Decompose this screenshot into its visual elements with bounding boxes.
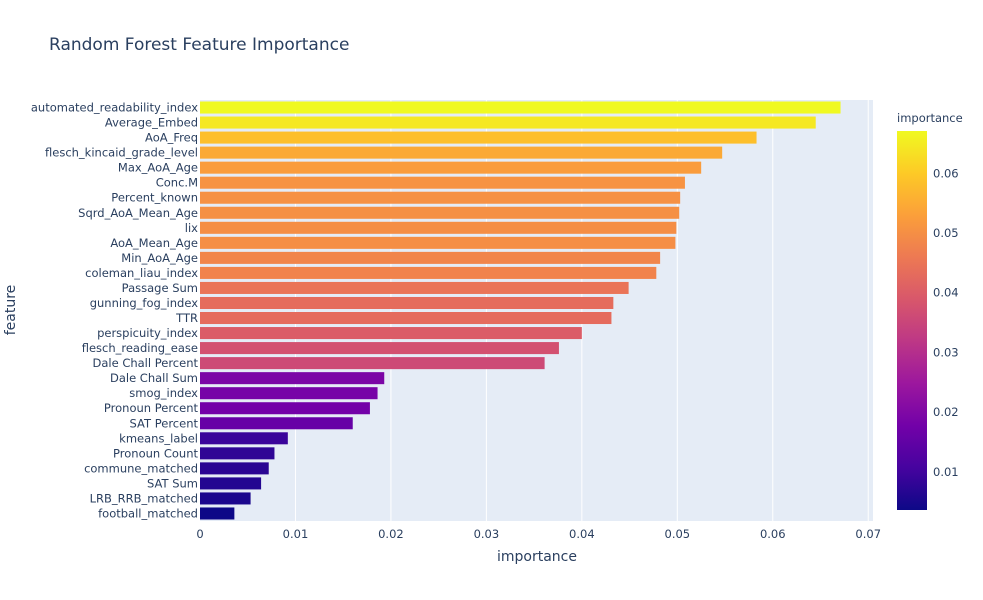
y-tick-label: commune_matched (84, 461, 198, 475)
bar[interactable] (200, 372, 385, 385)
colorbar-tick-label: 0.04 (933, 286, 959, 300)
y-tick-label: AoA_Mean_Age (110, 236, 198, 250)
y-tick-label: gunning_fog_index (90, 296, 198, 310)
bar[interactable] (200, 266, 657, 279)
y-tick-label: kmeans_label (119, 431, 198, 445)
x-axis-title: importance (497, 549, 577, 565)
bar[interactable] (200, 402, 370, 415)
y-tick-label: flesch_kincaid_grade_level (45, 146, 198, 160)
x-tick-label: 0.06 (760, 527, 786, 541)
y-tick-label: Percent_known (111, 191, 198, 205)
y-tick-label: Sqrd_AoA_Mean_Age (78, 206, 198, 220)
x-tick-label: 0.05 (665, 527, 691, 541)
bar[interactable] (200, 161, 702, 174)
y-tick-label: coleman_liau_index (85, 266, 198, 280)
y-tick-label: Max_AoA_Age (118, 161, 198, 175)
colorbar-tick-label: 0.02 (933, 405, 959, 419)
bar[interactable] (200, 221, 677, 234)
x-tick-label: 0.01 (283, 527, 309, 541)
x-tick-label: 0.07 (855, 527, 881, 541)
y-tick-label: Passage Sum (122, 281, 198, 295)
bar[interactable] (200, 281, 629, 294)
bar[interactable] (200, 342, 559, 355)
colorbar-title: importance (897, 111, 963, 125)
bar[interactable] (200, 101, 841, 114)
colorbar (897, 131, 927, 510)
y-tick-label: football_matched (98, 506, 198, 520)
colorbar-tick-labels: 0.01 0.02 0.03 0.04 0.05 0.06 (933, 166, 959, 478)
y-tick-label: flesch_reading_ease (82, 341, 198, 355)
bar[interactable] (200, 176, 685, 189)
y-tick-label: lix (185, 221, 198, 235)
bar[interactable] (200, 206, 680, 219)
bar[interactable] (200, 432, 288, 445)
bar[interactable] (200, 447, 275, 460)
y-tick-label: SAT Sum (147, 476, 198, 490)
bar[interactable] (200, 387, 378, 400)
bar[interactable] (200, 477, 262, 490)
y-tick-label: Conc.M (156, 176, 198, 190)
y-axis-title: feature (3, 285, 19, 336)
bar[interactable] (200, 236, 676, 249)
y-tick-label: smog_index (129, 386, 198, 400)
x-tick-labels: 0 0.01 0.02 0.03 0.04 0.05 0.06 0.07 (196, 527, 881, 541)
y-tick-label: automated_readability_index (31, 101, 198, 115)
bar[interactable] (200, 116, 816, 129)
x-tick-label: 0.03 (474, 527, 500, 541)
y-tick-label: Dale Chall Sum (110, 371, 198, 385)
y-tick-label: AoA_Freq (145, 131, 198, 145)
bar[interactable] (200, 327, 582, 340)
bar-series (200, 101, 841, 520)
colorbar-tick-label: 0.05 (933, 226, 959, 240)
y-tick-label: Average_Embed (105, 116, 198, 130)
bar[interactable] (200, 251, 661, 264)
y-tick-label: Pronoun Count (113, 446, 198, 460)
bar[interactable] (200, 462, 269, 475)
y-tick-label: Dale Chall Percent (92, 356, 198, 370)
colorbar-tick-label: 0.01 (933, 465, 959, 479)
bar[interactable] (200, 146, 723, 159)
y-tick-label: LRB_RRB_matched (90, 491, 198, 505)
y-tick-labels: automated_readability_indexAverage_Embed… (31, 101, 199, 521)
bar[interactable] (200, 507, 235, 520)
y-tick-label: Pronoun Percent (104, 401, 199, 415)
bar[interactable] (200, 417, 353, 430)
bar[interactable] (200, 191, 681, 204)
colorbar-tick-label: 0.03 (933, 345, 959, 359)
bar[interactable] (200, 357, 545, 370)
bar[interactable] (200, 131, 757, 144)
y-tick-label: TTR (175, 311, 198, 325)
x-tick-label: 0.04 (569, 527, 595, 541)
y-tick-label: perspicuity_index (97, 326, 198, 340)
x-tick-label: 0 (196, 527, 203, 541)
bar[interactable] (200, 312, 612, 325)
colorbar-tick-label: 0.06 (933, 166, 959, 180)
y-tick-label: SAT Percent (130, 416, 199, 430)
chart-title: Random Forest Feature Importance (49, 35, 349, 55)
bar[interactable] (200, 296, 614, 309)
x-tick-label: 0.02 (378, 527, 404, 541)
y-tick-label: Min_AoA_Age (121, 251, 198, 265)
bar[interactable] (200, 492, 251, 505)
